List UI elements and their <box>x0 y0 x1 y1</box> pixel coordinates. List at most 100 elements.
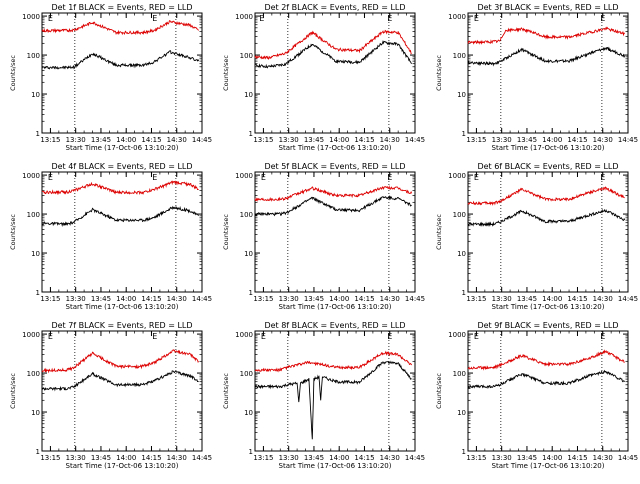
x-tick-label: 14:15 <box>141 136 161 144</box>
x-tick-label: 14:00 <box>329 136 349 144</box>
lld-series-line <box>467 349 625 371</box>
x-tick-label: 13:30 <box>492 454 512 462</box>
y-tick-label: 100 <box>27 370 40 378</box>
plot-frame <box>41 12 203 134</box>
x-tick-label: 14:15 <box>141 454 161 462</box>
events-series-line <box>41 50 200 70</box>
chart-panel-2: Det 2f BLACK = Events, RED = LLD 1 10 100 10… <box>222 3 425 152</box>
y-tick-label: 10 <box>31 409 40 417</box>
y-tick-label: 10 <box>457 409 466 417</box>
y-tick-label: 10 <box>31 250 40 258</box>
x-tick-label: 14:00 <box>329 295 349 303</box>
y-axis-label: Counts/sec <box>222 214 230 250</box>
y-tick-label: 1 <box>462 448 466 456</box>
e-marker-label: E <box>600 173 605 182</box>
e-marker-label: E <box>259 14 264 23</box>
x-tick-label: 14:30 <box>593 454 613 462</box>
e-marker-label: E <box>48 173 53 182</box>
e-marker-label: E <box>152 173 157 182</box>
x-tick-label: 14:15 <box>567 295 587 303</box>
x-tick-label: 14:15 <box>567 136 587 144</box>
y-axis-label: Counts/sec <box>435 55 443 91</box>
x-tick-label: 13:15 <box>40 295 60 303</box>
plot-frame <box>467 330 629 452</box>
events-series-line <box>467 369 625 389</box>
y-tick-label: 100 <box>27 211 40 219</box>
x-tick-label: 14:15 <box>141 295 161 303</box>
x-tick-label: 13:15 <box>253 295 273 303</box>
x-tick-label: 14:30 <box>380 454 400 462</box>
y-tick-label: 1000 <box>22 13 40 21</box>
x-tick-label: 14:45 <box>192 295 212 303</box>
y-tick-label: 1 <box>249 289 253 297</box>
x-tick-label: 13:15 <box>466 454 486 462</box>
x-tick-label: 14:00 <box>116 295 136 303</box>
y-tick-label: 1 <box>462 289 466 297</box>
y-axis-label: Counts/sec <box>9 373 17 409</box>
plot-frame <box>254 171 416 293</box>
e-marker-label: E <box>152 14 157 23</box>
chart-title: Det 9f BLACK = Events, RED = LLD <box>477 321 618 330</box>
x-axis-label: Start Time (17-Oct-06 13:10:20) <box>279 462 392 470</box>
x-tick-label: 13:15 <box>253 136 273 144</box>
x-tick-label: 14:30 <box>593 136 613 144</box>
e-marker-label: E <box>600 14 605 23</box>
x-tick-label: 14:30 <box>593 295 613 303</box>
x-tick-label: 14:45 <box>405 295 425 303</box>
chart-title: Det 2f BLACK = Events, RED = LLD <box>264 3 405 12</box>
y-tick-label: 1 <box>249 130 253 138</box>
x-tick-label: 14:00 <box>329 454 349 462</box>
y-tick-label: 1000 <box>22 331 40 339</box>
chart-title: Det 4f BLACK = Events, RED = LLD <box>51 162 192 171</box>
y-axis-label: Counts/sec <box>222 55 230 91</box>
y-tick-label: 1000 <box>235 13 253 21</box>
x-tick-label: 14:00 <box>116 454 136 462</box>
x-tick-label: 14:15 <box>354 136 374 144</box>
events-series-line <box>254 194 412 217</box>
y-tick-label: 1 <box>36 289 40 297</box>
y-tick-label: 1 <box>462 130 466 138</box>
chart-panel-6: Det 6f BLACK = Events, RED = LLD 1 10 100 10… <box>435 162 638 311</box>
x-tick-label: 14:30 <box>380 295 400 303</box>
x-tick-label: 13:45 <box>91 295 111 303</box>
plot-frame <box>467 171 629 293</box>
y-tick-label: 100 <box>453 211 466 219</box>
e-marker-label: E <box>474 14 479 23</box>
chart-panel-9: Det 9f BLACK = Events, RED = LLD 1 10 100 10… <box>435 321 638 470</box>
x-tick-label: 13:15 <box>40 136 60 144</box>
y-axis-label: Counts/sec <box>222 373 230 409</box>
e-marker-label: E <box>600 332 605 341</box>
x-tick-label: 14:45 <box>192 454 212 462</box>
e-marker-label: E <box>48 14 53 23</box>
x-tick-label: 13:15 <box>466 136 486 144</box>
x-tick-label: 13:15 <box>253 454 273 462</box>
chart-panel-3: Det 3f BLACK = Events, RED = LLD 1 10 100 10… <box>435 3 638 152</box>
y-tick-label: 1000 <box>22 172 40 180</box>
x-tick-label: 14:45 <box>192 136 212 144</box>
e-marker-label: E <box>387 173 392 182</box>
x-tick-label: 13:30 <box>279 136 299 144</box>
x-tick-label: 14:00 <box>116 136 136 144</box>
x-axis-label: Start Time (17-Oct-06 13:10:20) <box>492 303 605 311</box>
x-tick-label: 13:45 <box>517 454 537 462</box>
x-axis-label: Start Time (17-Oct-06 13:10:20) <box>279 144 392 152</box>
x-tick-label: 14:45 <box>618 136 638 144</box>
events-series-line <box>254 360 412 440</box>
y-tick-label: 10 <box>457 250 466 258</box>
plot-frame <box>254 12 416 134</box>
chart-title: Det 3f BLACK = Events, RED = LLD <box>477 3 618 12</box>
plot-frame <box>41 330 203 452</box>
x-axis-label: Start Time (17-Oct-06 13:10:20) <box>66 144 179 152</box>
y-tick-label: 100 <box>240 52 253 60</box>
x-tick-label: 14:45 <box>405 136 425 144</box>
x-tick-label: 13:45 <box>91 136 111 144</box>
y-axis-label: Counts/sec <box>9 55 17 91</box>
y-tick-label: 10 <box>457 91 466 99</box>
chart-panel-5: Det 5f BLACK = Events, RED = LLD 1 10 100 10… <box>222 162 425 311</box>
x-tick-label: 14:00 <box>542 136 562 144</box>
lld-series-line <box>41 19 199 36</box>
y-axis-label: Counts/sec <box>9 214 17 250</box>
chart-title: Det 8f BLACK = Events, RED = LLD <box>264 321 405 330</box>
chart-panel-4: Det 4f BLACK = Events, RED = LLD 1 10 100 10… <box>9 162 212 311</box>
x-axis-label: Start Time (17-Oct-06 13:10:20) <box>279 303 392 311</box>
